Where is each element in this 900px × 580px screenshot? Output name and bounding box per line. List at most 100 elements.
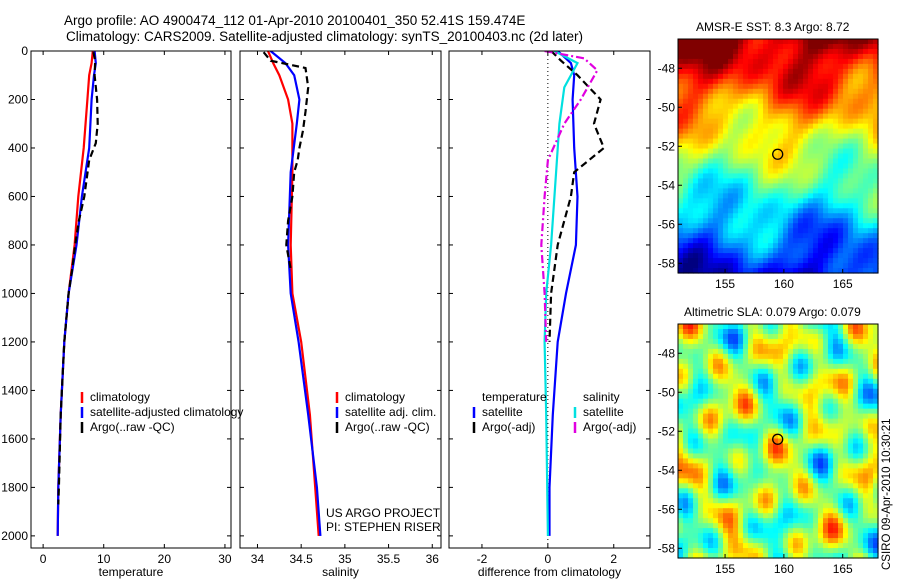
sla-cell (798, 453, 804, 460)
sla-cell (718, 548, 724, 554)
sla-cell (703, 428, 709, 435)
sla-cell (733, 383, 739, 390)
sla-cell (733, 488, 739, 494)
sst-cell (808, 188, 814, 194)
sst-cell (783, 138, 789, 145)
sla-cell (748, 403, 754, 410)
sst-cell (803, 148, 809, 155)
sst-cell (738, 183, 744, 189)
sst-cell (768, 68, 774, 75)
sla-cell (723, 448, 729, 455)
sst-cell (758, 98, 764, 105)
sst-cell (748, 118, 754, 125)
sst-cell (718, 103, 724, 110)
sla-cell (743, 403, 749, 410)
sla-cell (753, 523, 759, 529)
sla-cell (738, 553, 744, 559)
sst-cell (853, 63, 859, 70)
sst-cell (793, 103, 799, 110)
sla-cell (803, 463, 809, 469)
sla-cell (703, 488, 709, 494)
temperature-legend-label: climatology (90, 390, 150, 404)
sst-cell (728, 118, 734, 125)
sla-cell (858, 393, 864, 400)
sst-cell (773, 188, 779, 194)
sla-cell (738, 523, 744, 529)
sla-cell (678, 393, 684, 400)
sst-cell (833, 118, 839, 125)
sst-cell (793, 98, 799, 105)
sla-cell (848, 358, 854, 365)
sla-cell (738, 433, 744, 440)
sla-cell (693, 468, 699, 474)
sst-cell (803, 88, 809, 95)
sst-cell (713, 213, 719, 219)
sst-cell (873, 238, 879, 244)
sst-cell (868, 113, 874, 120)
sst-cell (718, 48, 724, 55)
sst-cell (748, 53, 754, 60)
sla-cell (698, 468, 704, 474)
sla-cell (798, 463, 804, 469)
sst-cell (873, 168, 879, 175)
sla-cell (708, 473, 714, 479)
sst-cell (833, 203, 839, 209)
sla-cell (853, 428, 859, 435)
sst-cell (778, 48, 784, 55)
sla-cell (728, 338, 734, 345)
sst-cell (778, 133, 784, 140)
sst-cell (773, 168, 779, 175)
sst-cell (868, 58, 874, 65)
sst-cell (778, 233, 784, 239)
sst-cell (843, 48, 849, 55)
sla-cell (688, 448, 694, 455)
sst-cell (733, 188, 739, 194)
sla-cell (848, 438, 854, 445)
sst-cell (718, 93, 724, 100)
sla-cell (708, 528, 714, 534)
sst-cell (853, 178, 859, 184)
sla-cell (808, 368, 814, 375)
sla-cell (678, 503, 684, 509)
sst-cell (833, 73, 839, 80)
sst-cell (823, 173, 829, 180)
sst-cell (793, 163, 799, 170)
sst-cell (698, 233, 704, 239)
sla-cell (868, 363, 874, 370)
sst-cell (763, 123, 769, 130)
sst-cell (868, 48, 874, 55)
sst-cell (868, 108, 874, 115)
sst-cell (873, 58, 879, 65)
sst-cell (798, 39, 804, 45)
sla-cell (698, 398, 704, 405)
sst-cell (768, 183, 774, 189)
sla-cell (788, 348, 794, 355)
sst-cell (748, 108, 754, 115)
sst-cell (868, 123, 874, 130)
sst-cell (838, 68, 844, 75)
sla-cell (713, 413, 719, 420)
sla-cell (838, 408, 844, 415)
sst-cell (838, 208, 844, 214)
sst-cell (848, 123, 854, 130)
sla-cell (858, 498, 864, 504)
sla-cell (873, 433, 879, 440)
sst-cell (743, 73, 749, 80)
sst-cell (698, 208, 704, 214)
sla-cell (768, 418, 774, 425)
sst-cell (868, 73, 874, 80)
sla-cell (778, 403, 784, 410)
sla-cell (703, 463, 709, 469)
sla-cell (813, 503, 819, 509)
sla-cell (788, 408, 794, 415)
sla-cell (783, 338, 789, 345)
sla-cell (858, 503, 864, 509)
sst-cell (768, 83, 774, 90)
sst-cell (773, 228, 779, 234)
sla-cell (798, 508, 804, 514)
sla-cell (748, 503, 754, 509)
sla-cell (813, 398, 819, 405)
sst-cell (763, 183, 769, 189)
sst-cell (688, 268, 694, 274)
sla-cell (718, 463, 724, 469)
